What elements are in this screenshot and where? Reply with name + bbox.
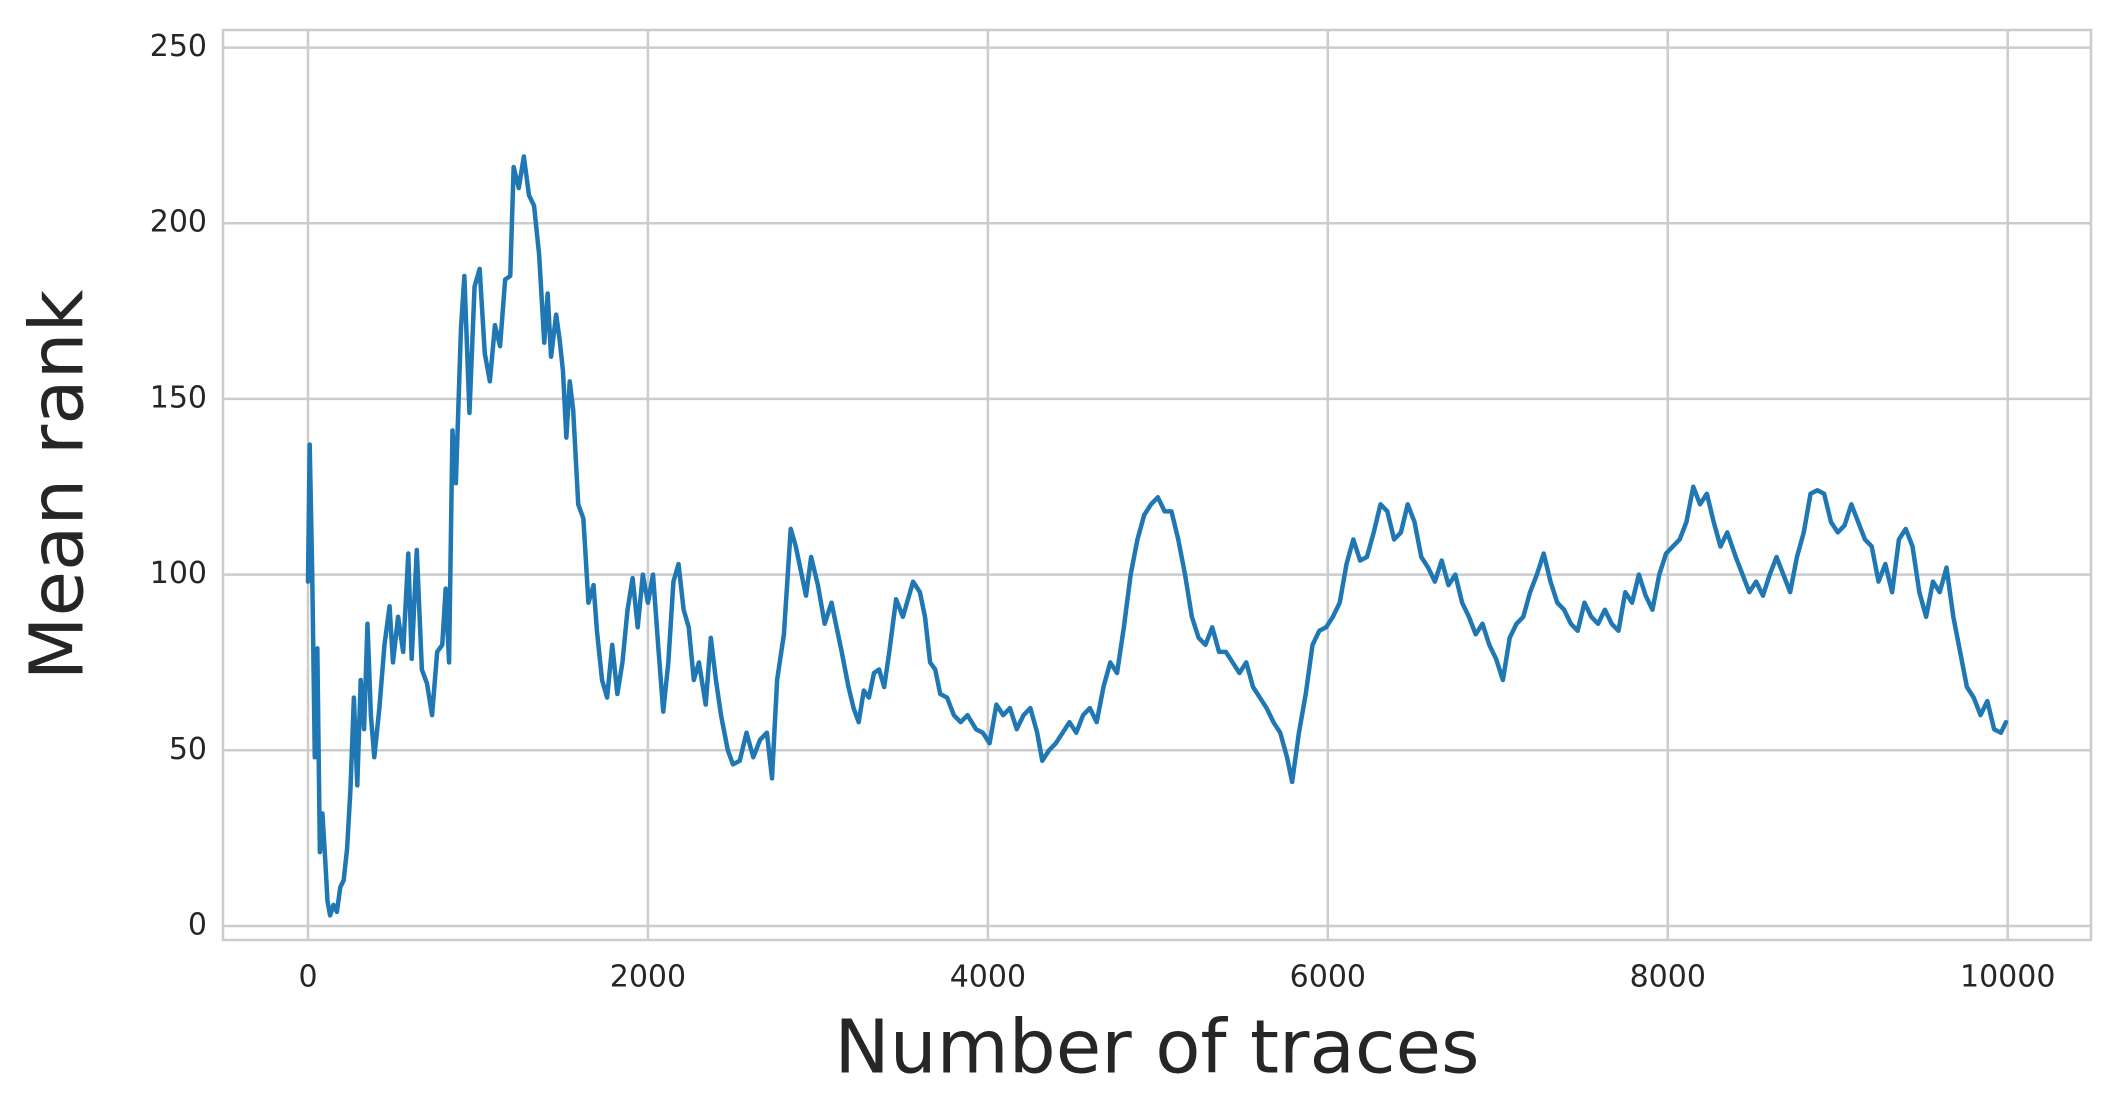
x-tick-label: 10000 [1960,960,2055,995]
plot-frame [221,28,2093,942]
grid [223,30,2091,940]
y-tick-label: 250 [150,29,207,64]
y-tick-label: 150 [150,380,207,415]
x-tick-label: 0 [298,960,317,995]
y-tick-label: 0 [188,907,207,942]
x-tick-label: 2000 [610,960,686,995]
x-axis-label: Number of traces [834,1005,1479,1091]
x-tick-label: 4000 [950,960,1026,995]
data-line [305,154,2009,918]
x-tick-label: 8000 [1630,960,1706,995]
y-tick-label: 200 [150,205,207,240]
x-tick-label: 6000 [1290,960,1366,995]
y-axis-label: Mean rank [15,290,101,681]
y-tick-label: 100 [150,556,207,591]
y-tick-label: 50 [169,732,207,767]
